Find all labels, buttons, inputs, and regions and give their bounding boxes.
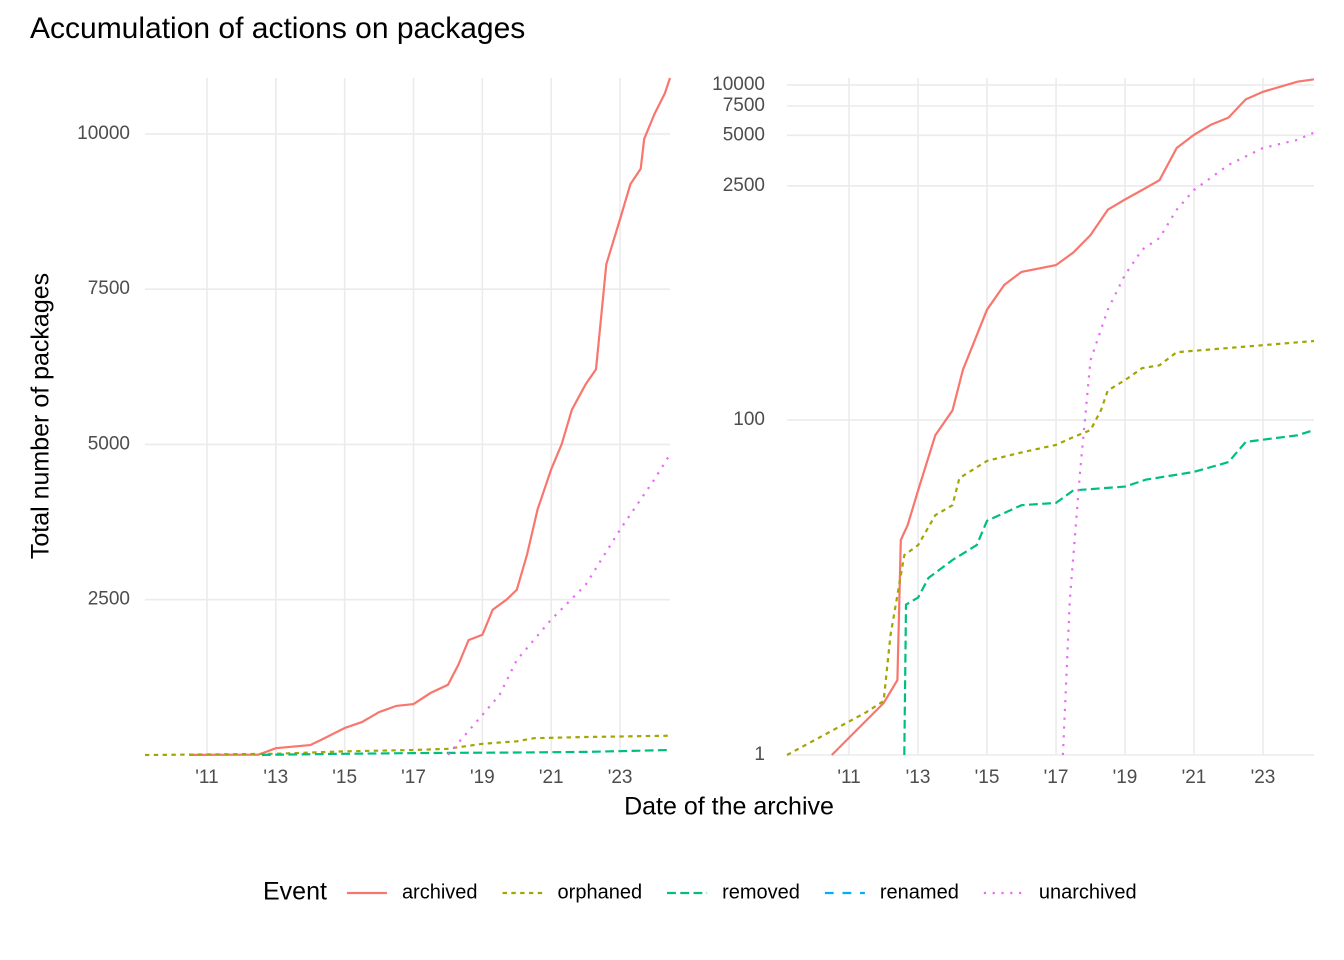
x-tick-label: '21: [1182, 767, 1207, 788]
series-line: [189, 77, 672, 756]
x-tick-label: '17: [1044, 767, 1069, 788]
y-tick-label: 2500: [88, 589, 130, 610]
series-line: [903, 429, 1315, 756]
series-line: [447, 453, 671, 756]
x-tick-label: '21: [539, 767, 564, 788]
y-tick-label: 100: [733, 409, 765, 430]
x-tick-label: '19: [1113, 767, 1138, 788]
legend-title: Event: [263, 878, 327, 906]
x-tick-label: '23: [608, 767, 633, 788]
x-tick-label: '11: [837, 767, 860, 788]
y-tick-label: 2500: [723, 175, 765, 196]
y-axis-title: Total number of packages: [27, 273, 55, 559]
x-tick-label: '17: [401, 767, 426, 788]
x-tick-label: '19: [470, 767, 495, 788]
x-tick-label: '15: [332, 767, 357, 788]
series-line: [786, 339, 1315, 756]
legend-label: archived: [402, 881, 478, 903]
x-tick-label: '13: [906, 767, 931, 788]
legend-label: removed: [722, 881, 800, 903]
legend-label: orphaned: [558, 881, 643, 903]
y-tick-label: 1: [754, 744, 765, 765]
x-axis-title: Date of the archive: [624, 793, 834, 821]
x-tick-label: '13: [263, 767, 288, 788]
legend-label: unarchived: [1039, 881, 1137, 903]
x-tick-label: '15: [975, 767, 1000, 788]
chart-title: Accumulation of actions on packages: [30, 12, 525, 45]
y-tick-label: 10000: [712, 74, 765, 95]
x-tick-label: '11: [195, 767, 218, 788]
y-tick-label: 5000: [723, 124, 765, 145]
y-tick-label: 10000: [77, 123, 130, 144]
y-tick-label: 7500: [88, 278, 130, 299]
series-line: [1061, 131, 1315, 756]
y-tick-label: 7500: [723, 95, 765, 116]
x-tick-label: '23: [1251, 767, 1276, 788]
series-line: [831, 78, 1315, 756]
y-tick-label: 5000: [88, 433, 130, 454]
legend-label: renamed: [880, 881, 959, 903]
series-line: [261, 748, 671, 756]
series-line: [144, 734, 671, 757]
